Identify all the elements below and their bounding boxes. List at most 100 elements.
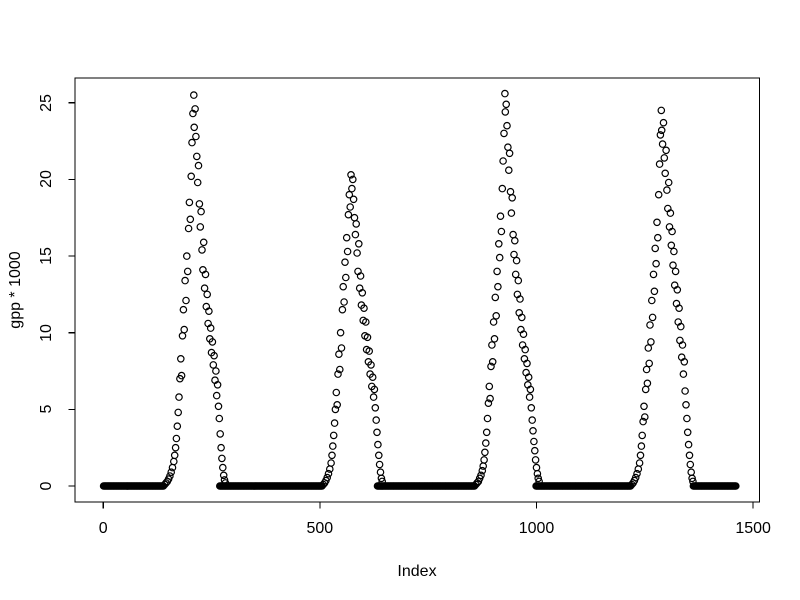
data-point-circle: [512, 256, 521, 265]
data-point-circle: [344, 210, 353, 219]
data-point-circle: [526, 385, 535, 394]
data-point-circle: [493, 267, 501, 276]
data-point-circle: [193, 152, 201, 161]
data-point-circle: [327, 459, 335, 467]
data-point-circle: [329, 431, 338, 440]
data-point-circle: [492, 311, 501, 320]
data-point-circle: [173, 422, 182, 431]
data-point-circle: [334, 370, 342, 378]
data-point-circle: [349, 195, 358, 204]
data-point-circle: [369, 393, 378, 401]
x-tick-label: 1500: [735, 520, 771, 537]
data-point-circle: [172, 434, 181, 443]
y-tick-label: 5: [38, 404, 55, 414]
data-point-circle: [653, 218, 661, 227]
data-point-circle: [212, 391, 221, 400]
data-point-circle: [214, 402, 223, 411]
data-point-circle: [484, 399, 493, 408]
data-point-circle: [194, 161, 203, 170]
data-point-circle: [666, 209, 675, 217]
data-point-circle: [651, 244, 660, 253]
data-point-circle: [661, 169, 670, 178]
data-point-circle: [530, 437, 538, 446]
data-point-circle: [509, 230, 517, 239]
data-point-circle: [680, 357, 689, 366]
data-point-circle: [657, 126, 666, 135]
data-point-circle: [510, 236, 519, 245]
data-point-circle: [533, 469, 542, 478]
data-point-circle: [683, 428, 692, 437]
data-point-circle: [195, 200, 204, 208]
data-point-circle: [368, 373, 377, 382]
data-point-circle: [519, 330, 528, 339]
data-point-circle: [335, 365, 344, 374]
data-point-circle: [511, 270, 520, 279]
data-point-circle: [655, 160, 664, 168]
data-point-circle: [489, 318, 498, 326]
data-point-circle: [641, 385, 650, 394]
data-point-circle: [190, 91, 198, 99]
data-point-circle: [684, 440, 693, 449]
data-point-circle: [501, 89, 509, 98]
data-point-circle: [660, 154, 669, 162]
data-point-circle: [504, 143, 512, 152]
data-point-circle: [491, 293, 500, 302]
data-point-circle: [200, 284, 209, 293]
data-point-circle: [481, 439, 490, 447]
data-point-circle: [333, 400, 342, 409]
data-point-circle: [688, 474, 696, 483]
data-point-circle: [376, 468, 385, 477]
data-point-circle: [206, 324, 215, 332]
data-point-circle: [345, 190, 354, 199]
plot-box: [74, 77, 761, 503]
data-point-circle: [210, 351, 218, 360]
data-point-circle: [488, 357, 497, 366]
data-point-circle: [353, 249, 361, 257]
data-point-circle: [686, 460, 695, 469]
data-point-circle: [191, 105, 199, 113]
data-point-circle: [170, 451, 179, 460]
data-point-circle: [330, 419, 339, 427]
data-point-circle: [186, 215, 195, 224]
data-point-circle: [534, 474, 543, 483]
data-point-circle: [199, 238, 208, 247]
data-point-circle: [662, 146, 670, 155]
data-point-circle: [652, 259, 660, 268]
data-point-circle: [192, 132, 200, 141]
data-point-circle: [203, 290, 212, 299]
data-point-circle: [501, 108, 510, 116]
data-point-circle: [485, 382, 494, 391]
data-point-circle: [643, 379, 652, 388]
data-point-circle: [348, 184, 356, 193]
data-point-circle: [483, 414, 492, 423]
data-point-circle: [219, 463, 227, 472]
data-point-circle: [529, 426, 537, 435]
data-point-circle: [503, 121, 511, 130]
data-point-circle: [363, 333, 372, 342]
data-point-circle: [681, 387, 689, 395]
data-point-circle: [351, 230, 360, 239]
data-point-circle: [667, 241, 676, 250]
data-point-circle: [486, 394, 494, 403]
data-point-circle: [339, 282, 348, 291]
data-point-circle: [658, 140, 667, 148]
data-point-circle: [189, 109, 197, 118]
data-point-circle: [356, 272, 365, 280]
data-point-circle: [371, 403, 380, 412]
data-point-circle: [354, 240, 363, 248]
data-point-circle: [530, 446, 539, 455]
data-point-circle: [497, 227, 506, 236]
data-point-circle: [208, 338, 217, 346]
data-point-circle: [683, 414, 691, 423]
data-point-circle: [514, 276, 523, 285]
data-point-circle: [685, 451, 694, 460]
data-point-circle: [170, 457, 178, 466]
data-point-circle: [198, 246, 206, 254]
data-point-circle: [481, 448, 489, 457]
data-point-circle: [682, 400, 690, 409]
data-point-circle: [216, 430, 225, 438]
data-point-circle: [671, 267, 680, 276]
data-point-circle: [494, 240, 503, 248]
data-point-circle: [188, 138, 196, 147]
